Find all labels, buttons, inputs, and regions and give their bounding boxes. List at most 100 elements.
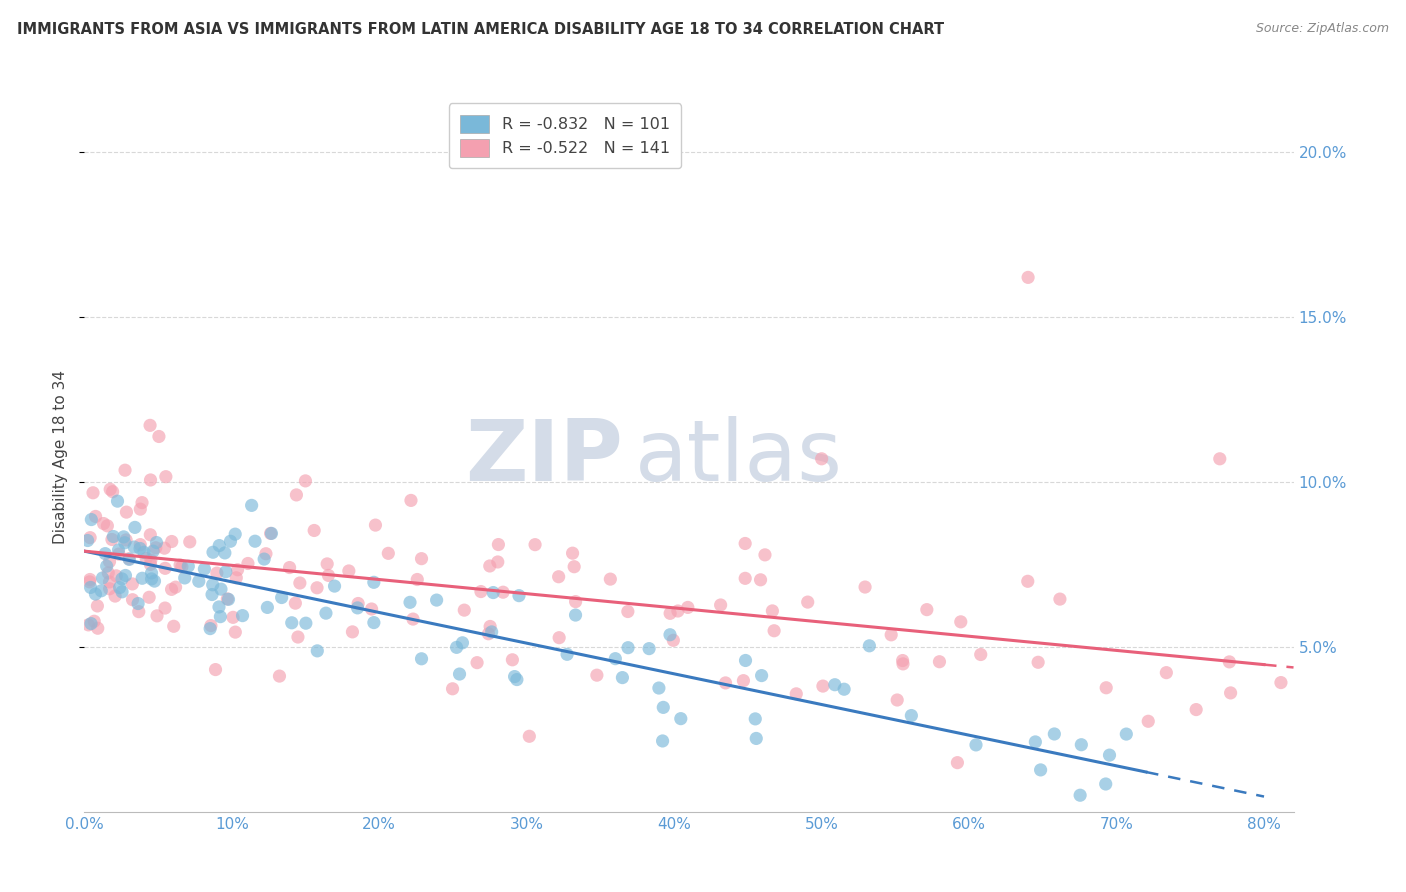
Point xyxy=(1219,686,1241,700)
Point xyxy=(141,572,163,586)
Point xyxy=(124,520,146,534)
Point xyxy=(754,548,776,562)
Point xyxy=(96,519,118,533)
Point xyxy=(342,624,364,639)
Point xyxy=(141,566,163,580)
Point xyxy=(524,538,547,552)
Point xyxy=(744,712,766,726)
Point xyxy=(281,615,304,630)
Point xyxy=(315,606,337,620)
Point xyxy=(411,652,433,666)
Point xyxy=(253,552,276,566)
Point xyxy=(946,756,969,770)
Point xyxy=(260,526,283,541)
Point xyxy=(86,599,108,613)
Point xyxy=(928,655,950,669)
Point xyxy=(148,429,170,443)
Point xyxy=(1069,789,1091,803)
Point xyxy=(1270,675,1292,690)
Point xyxy=(710,598,733,612)
Point xyxy=(254,547,277,561)
Point xyxy=(179,534,201,549)
Point xyxy=(824,678,846,692)
Point xyxy=(612,671,634,685)
Point xyxy=(288,576,311,591)
Point xyxy=(564,594,586,608)
Point xyxy=(451,636,474,650)
Point xyxy=(200,618,222,632)
Point xyxy=(586,668,609,682)
Legend: R = -0.832   N = 101, R = -0.522   N = 141: R = -0.832 N = 101, R = -0.522 N = 141 xyxy=(449,103,681,169)
Point xyxy=(98,555,121,569)
Point xyxy=(219,534,242,549)
Point xyxy=(562,559,585,574)
Point xyxy=(169,558,191,572)
Point xyxy=(659,607,682,621)
Point xyxy=(477,626,499,640)
Point xyxy=(131,495,153,509)
Point xyxy=(796,595,818,609)
Point xyxy=(318,568,340,582)
Point xyxy=(486,537,509,551)
Point xyxy=(259,526,281,541)
Point xyxy=(240,499,263,513)
Point xyxy=(465,656,488,670)
Text: Source: ZipAtlas.com: Source: ZipAtlas.com xyxy=(1256,22,1389,36)
Point xyxy=(761,604,783,618)
Point xyxy=(98,483,121,497)
Point xyxy=(111,585,134,599)
Point xyxy=(94,547,117,561)
Text: atlas: atlas xyxy=(634,416,842,499)
Point xyxy=(307,644,329,658)
Point xyxy=(1017,574,1039,589)
Point xyxy=(478,559,501,574)
Point xyxy=(87,621,110,635)
Point xyxy=(323,579,346,593)
Point xyxy=(449,667,471,681)
Point xyxy=(441,681,464,696)
Point xyxy=(745,731,768,746)
Point xyxy=(302,524,325,538)
Text: IMMIGRANTS FROM ASIA VS IMMIGRANTS FROM LATIN AMERICA DISABILITY AGE 18 TO 34 CO: IMMIGRANTS FROM ASIA VS IMMIGRANTS FROM … xyxy=(17,22,943,37)
Text: ZIP: ZIP xyxy=(465,416,623,499)
Point xyxy=(112,530,135,544)
Point xyxy=(486,555,509,569)
Point xyxy=(479,619,502,633)
Point xyxy=(79,573,101,587)
Point xyxy=(98,582,121,596)
Point xyxy=(1049,592,1071,607)
Point xyxy=(470,584,492,599)
Point xyxy=(734,571,756,585)
Point xyxy=(256,600,278,615)
Point xyxy=(965,738,987,752)
Point xyxy=(224,625,246,640)
Point xyxy=(900,708,922,723)
Point xyxy=(363,575,385,590)
Point xyxy=(1070,738,1092,752)
Point xyxy=(131,571,153,585)
Point xyxy=(165,580,187,594)
Point xyxy=(377,546,399,560)
Point xyxy=(160,534,183,549)
Point xyxy=(666,604,689,618)
Point xyxy=(163,619,186,633)
Point xyxy=(270,591,292,605)
Point xyxy=(811,679,834,693)
Point xyxy=(1094,777,1116,791)
Point xyxy=(198,622,221,636)
Point xyxy=(201,588,224,602)
Point xyxy=(1026,655,1049,669)
Point xyxy=(83,614,105,628)
Point xyxy=(114,535,136,549)
Point xyxy=(139,553,162,567)
Point xyxy=(285,488,308,502)
Point xyxy=(84,509,107,524)
Point xyxy=(364,518,387,533)
Point xyxy=(1209,451,1232,466)
Point xyxy=(269,669,291,683)
Point xyxy=(278,560,301,574)
Point xyxy=(243,534,266,549)
Point xyxy=(114,463,136,477)
Point xyxy=(208,539,231,553)
Point xyxy=(121,592,143,607)
